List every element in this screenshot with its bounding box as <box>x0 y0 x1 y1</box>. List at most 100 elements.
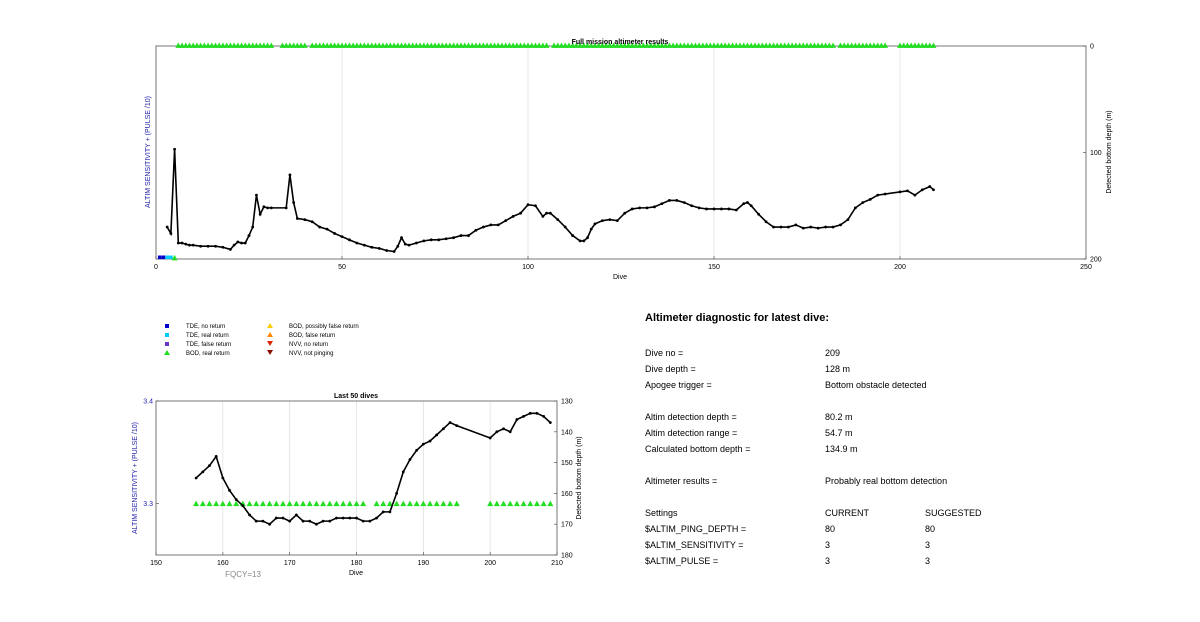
bod-marker <box>433 500 440 507</box>
bottom-chart-ylabel-left: ALTIM SENSITIVITY + (PULSE /10) <box>132 422 139 534</box>
y-tick-label: 0 <box>1090 44 1094 51</box>
bod-marker <box>213 500 220 507</box>
altimeter-results-label: Altimeter results = <box>645 476 718 486</box>
depth-point <box>444 237 448 241</box>
depth-point <box>388 510 392 514</box>
current-header: CURRENT <box>825 508 869 518</box>
depth-point <box>455 424 459 428</box>
top-chart-ylabel-left: ALTIM SENSITIVITY + (PULSE /10) <box>145 96 152 208</box>
depth-point <box>571 234 575 237</box>
depth-point <box>274 516 278 520</box>
depth-point <box>861 201 865 204</box>
depth-point <box>254 519 258 523</box>
bottom-chart-ylabel-right: Detected bottom depth (m) <box>576 436 583 519</box>
depth-point <box>556 218 560 221</box>
legend-label: TDE, false return <box>186 341 232 348</box>
depth-point <box>831 225 835 229</box>
depth-point <box>221 476 225 480</box>
legend-label: BOD, possibly false return <box>289 323 359 330</box>
depth-point <box>746 201 749 204</box>
depth-point <box>787 225 790 229</box>
square-marker-icon <box>165 324 169 328</box>
depth-point <box>638 206 641 210</box>
bod-marker <box>406 500 413 507</box>
bod-marker <box>513 500 520 507</box>
y-tick-label: 170 <box>561 522 573 529</box>
depth-point <box>809 225 813 229</box>
bod-marker <box>453 500 460 507</box>
bod-marker <box>199 500 206 507</box>
legend-item: TDE, no return <box>160 323 225 330</box>
depth-point <box>682 201 686 204</box>
setting-name: $ALTIM_PULSE = <box>645 556 719 566</box>
depth-point <box>310 220 314 224</box>
bod-marker <box>326 500 333 507</box>
depth-point <box>522 415 525 418</box>
depth-point <box>481 225 485 229</box>
depth-point <box>459 234 463 237</box>
depth-point <box>504 219 508 223</box>
bod-marker <box>320 500 327 507</box>
setting-suggested: 3 <box>925 540 931 550</box>
depth-point <box>243 241 247 245</box>
bod-marker <box>507 500 514 507</box>
depth-point <box>415 448 419 452</box>
depth-point <box>421 442 425 446</box>
depth-point <box>920 188 924 192</box>
setting-current: 3 <box>825 540 831 550</box>
bod-marker <box>830 42 837 48</box>
depth-point <box>489 223 493 227</box>
detection-range-value: 54.7 m <box>825 428 853 438</box>
legend-item: NVV, no return <box>263 341 328 348</box>
depth-point <box>667 199 671 202</box>
setting-name: $ALTIM_PING_DEPTH = <box>645 524 747 534</box>
bottom-chart-xlabel: Dive <box>349 570 363 577</box>
bottom-depth-value: 134.9 m <box>825 444 858 454</box>
depth-point <box>630 207 634 211</box>
depth-point <box>906 189 909 193</box>
top-chart-title: Full mission altimeter results <box>572 39 669 46</box>
apogee-trigger-value: Bottom obstacle detected <box>825 380 927 390</box>
depth-point <box>757 212 761 216</box>
bod-marker <box>547 500 554 507</box>
depth-point <box>535 411 539 415</box>
depth-point <box>194 476 198 480</box>
tde-marker <box>165 255 169 260</box>
bod-marker <box>413 500 420 507</box>
bod-marker <box>360 500 367 507</box>
y-tick-label: 150 <box>561 460 573 467</box>
bod-marker <box>533 500 540 507</box>
bod-marker <box>246 500 253 507</box>
depth-point <box>511 215 515 218</box>
detection-range-label: Altim detection range = <box>645 428 738 438</box>
depth-point <box>541 215 545 218</box>
legend-item: BOD, false return <box>263 332 335 339</box>
depth-series-line <box>195 412 551 526</box>
depth-point <box>348 516 352 520</box>
depth-point <box>727 207 731 211</box>
depth-point <box>228 488 231 492</box>
depth-point <box>361 519 365 523</box>
x-tick-label: 100 <box>522 264 534 271</box>
y-tick-label: 140 <box>561 429 573 436</box>
depth-point <box>496 223 500 227</box>
depth-point <box>876 193 880 197</box>
depth-point <box>288 173 292 177</box>
depth-point <box>526 203 530 207</box>
setting-suggested: 80 <box>925 524 936 534</box>
depth-point <box>303 218 307 221</box>
depth-point <box>284 206 288 210</box>
depth-point <box>214 455 218 458</box>
depth-point <box>839 223 842 227</box>
x-tick-label: 200 <box>894 264 906 271</box>
depth-point <box>232 243 236 247</box>
bod-marker <box>882 42 889 48</box>
depth-point <box>545 211 548 215</box>
depth-point <box>292 201 296 204</box>
bod-marker <box>930 42 937 48</box>
legend-label: NVV, no return <box>289 341 329 348</box>
bod-marker <box>420 500 427 507</box>
depth-point <box>508 430 512 434</box>
depth-point <box>266 206 269 210</box>
depth-point <box>528 411 532 415</box>
